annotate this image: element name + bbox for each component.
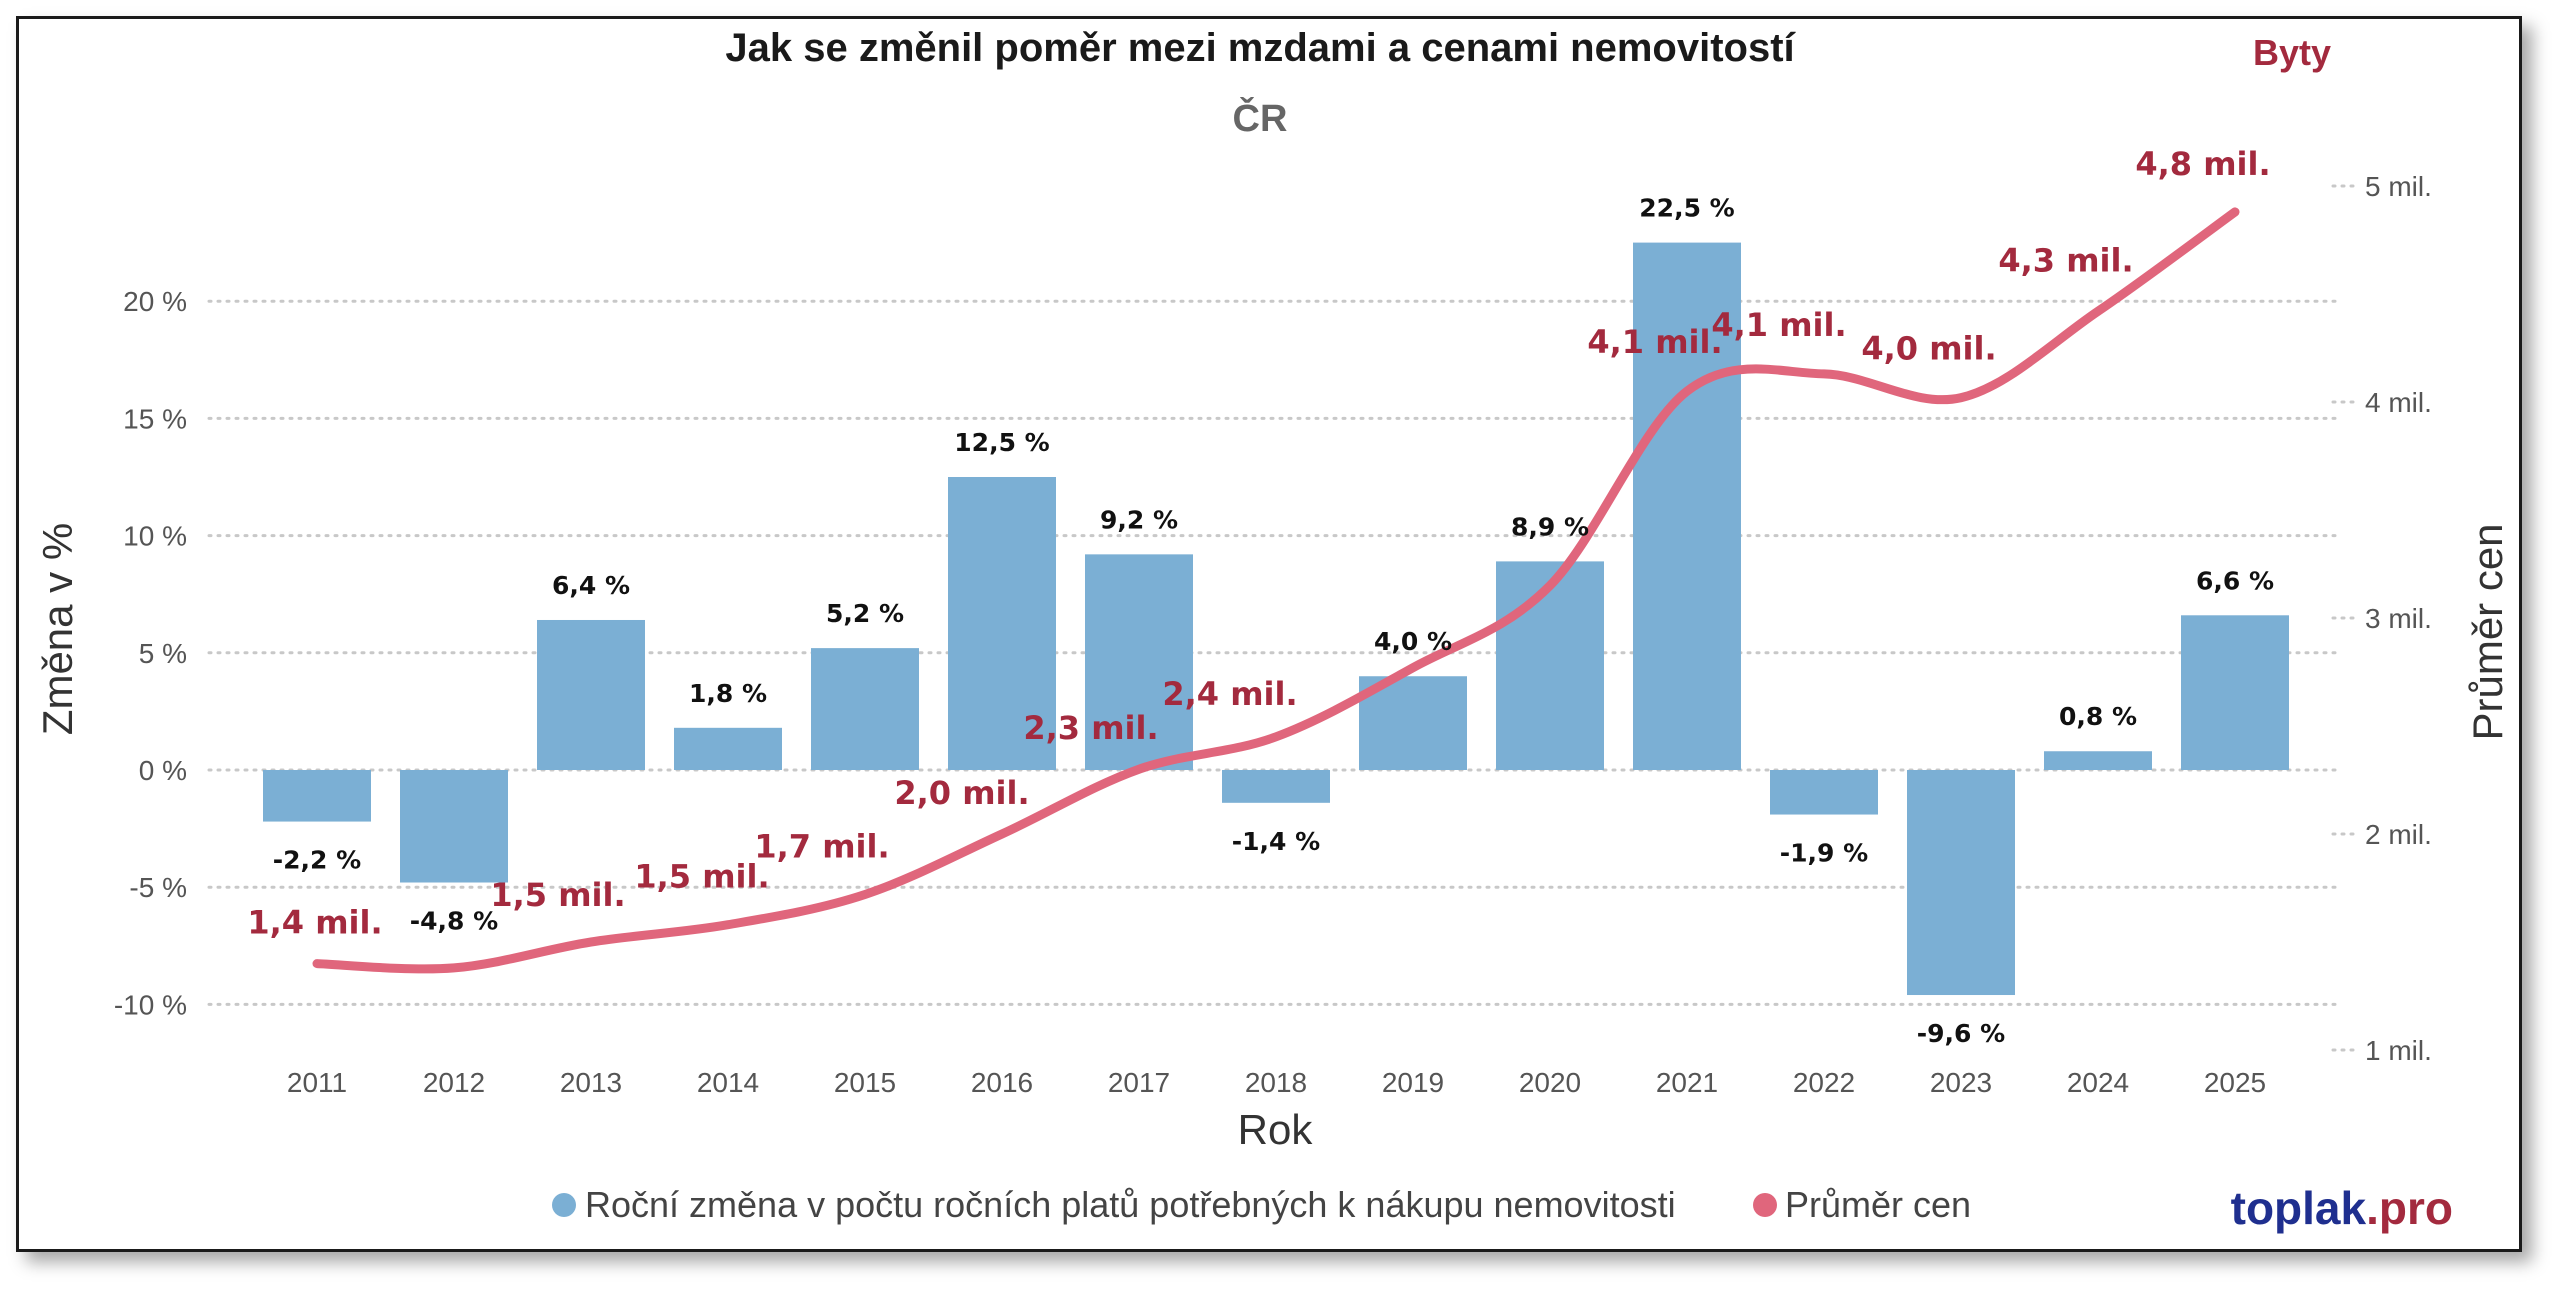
y-axis-right-title: Průměr cen (2464, 523, 2511, 740)
bar-data-label: 5,2 % (826, 599, 904, 628)
x-axis-title: Rok (1238, 1106, 1314, 1153)
x-tick-label: 2013 (560, 1067, 622, 1098)
line-data-label: 1,4 mil. (247, 904, 382, 942)
bar (811, 648, 919, 770)
x-axis-ticks: 2011 2012 2013 2014 2015 2016 2017 2018 2019 2020… (287, 1067, 2266, 1098)
y-left-tick-label: -10 % (114, 989, 187, 1020)
bar-data-label: 9,2 % (1100, 505, 1178, 534)
bar-data-label: -2,2 % (273, 846, 361, 875)
legend-bar-swatch (552, 1193, 576, 1217)
corner-label: Byty (2253, 32, 2331, 73)
line-data-labels: 1,4 mil.1,5 mil. 1,5 mil.1,7 mil.2,0 mil.… (247, 145, 2270, 942)
x-tick-label: 2020 (1519, 1067, 1581, 1098)
y-axis-left-title: Změna v % (34, 523, 81, 735)
bar (1770, 770, 1878, 815)
bar (1907, 770, 2015, 996)
bar (674, 727, 782, 770)
x-tick-label: 2019 (1382, 1067, 1444, 1098)
bar (948, 477, 1056, 770)
bar (2181, 615, 2289, 770)
bar-data-labels: -2,2 % -4,8 % 6,4 % 1,8 % 5,2 % 12,5 % 9,2 % -1… (273, 194, 2274, 1048)
bar-data-label: 6,4 % (552, 571, 630, 600)
line-data-label: 4,0 mil. (1861, 330, 1996, 368)
x-tick-label: 2016 (971, 1067, 1033, 1098)
line-data-label: 1,7 mil. (754, 827, 889, 865)
line-path-prumer-cen (312, 207, 2240, 974)
x-tick-label: 2024 (2067, 1067, 2129, 1098)
brand-logo: toplak.pro (2231, 1182, 2453, 1234)
bar-data-label: 4,0 % (1374, 627, 1452, 656)
x-tick-label: 2021 (1656, 1067, 1718, 1098)
y-axis-left-ticks: -10 % -5 % 0 % 5 % 10 % 15 % 20 % (114, 286, 187, 1020)
line-data-label: 4,1 mil. (1711, 306, 1846, 344)
bar (1085, 554, 1193, 770)
line-data-label: 2,0 mil. (894, 774, 1029, 812)
legend: Roční změna v počtu ročních platů potřeb… (552, 1184, 1971, 1225)
bar-series (263, 242, 2289, 996)
y-right-tick-label: 4 mil. (2365, 387, 2432, 418)
x-tick-label: 2017 (1108, 1067, 1170, 1098)
y-left-tick-label: 0 % (139, 755, 187, 786)
bar-data-label: 8,9 % (1511, 512, 1589, 541)
line-data-label: 4,8 mil. (2135, 145, 2270, 183)
legend-bar-label: Roční změna v počtu ročních platů potřeb… (585, 1184, 1676, 1225)
x-tick-label: 2023 (1930, 1067, 1992, 1098)
bar (1222, 770, 1330, 803)
y-left-tick-label: 5 % (139, 638, 187, 669)
y-axis-right-ticks: 1 mil. 2 mil. 3 mil. 4 mil. 5 mil. (2331, 171, 2432, 1066)
bar-data-label: -9,6 % (1917, 1019, 2005, 1048)
bar-data-label: -1,4 % (1232, 827, 1320, 856)
y-right-tick-label: 1 mil. (2365, 1035, 2432, 1066)
bar (2044, 751, 2152, 770)
y-left-tick-label: -5 % (129, 872, 187, 903)
y-right-tick-label: 2 mil. (2365, 819, 2432, 850)
x-tick-label: 2025 (2204, 1067, 2266, 1098)
chart-subtitle: ČR (1233, 95, 1288, 140)
brand-part2: .pro (2366, 1182, 2453, 1234)
x-tick-label: 2015 (834, 1067, 896, 1098)
y-right-tick-label: 5 mil. (2365, 171, 2432, 202)
bar-data-label: 12,5 % (954, 428, 1049, 457)
line-data-label: 1,5 mil. (490, 876, 625, 914)
line-data-label: 2,4 mil. (1162, 675, 1297, 713)
bar (400, 770, 508, 883)
bar-data-label: -4,8 % (410, 907, 498, 936)
x-tick-label: 2022 (1793, 1067, 1855, 1098)
bar (263, 770, 371, 822)
bar-data-label: 22,5 % (1639, 194, 1734, 223)
bar-data-label: 0,8 % (2059, 702, 2137, 731)
bar-data-label: -1,9 % (1780, 839, 1868, 868)
bar (1496, 561, 1604, 770)
x-tick-label: 2011 (287, 1067, 347, 1098)
line-data-label: 1,5 mil. (634, 858, 769, 896)
line-data-label: 4,1 mil. (1587, 323, 1722, 361)
x-tick-label: 2018 (1245, 1067, 1307, 1098)
line-data-label: 4,3 mil. (1998, 241, 2133, 279)
bar-data-label: 1,8 % (689, 679, 767, 708)
chart-title: Jak se změnil poměr mezi mzdami a cenami… (725, 26, 1796, 70)
legend-line-label: Průměr cen (1785, 1184, 1971, 1225)
chart-card: Jak se změnil poměr mezi mzdami a cenami… (16, 16, 2522, 1252)
y-left-tick-label: 20 % (123, 286, 187, 317)
x-tick-label: 2014 (697, 1067, 759, 1098)
y-left-tick-label: 15 % (123, 403, 187, 434)
line-series (312, 207, 2240, 974)
x-tick-label: 2012 (423, 1067, 485, 1098)
bar (537, 619, 645, 770)
y-left-tick-label: 10 % (123, 521, 187, 552)
y-right-tick-label: 3 mil. (2365, 603, 2432, 634)
line-data-label: 2,3 mil. (1023, 709, 1158, 747)
bar (1633, 242, 1741, 771)
chart: Jak se změnil poměr mezi mzdami a cenami… (34, 26, 2511, 1234)
bar-data-label: 6,6 % (2196, 566, 2274, 595)
brand-part1: toplak (2231, 1182, 2367, 1234)
legend-line-swatch (1753, 1193, 1777, 1217)
